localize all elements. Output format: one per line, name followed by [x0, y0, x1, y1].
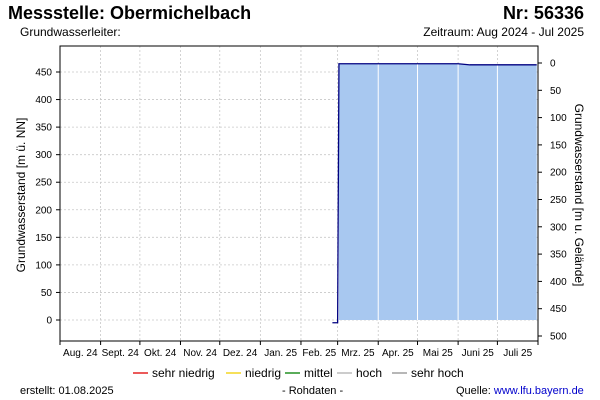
source-link[interactable]: www.lfu.bayern.de	[493, 385, 584, 397]
y-right-tick-label: 100	[550, 113, 567, 124]
y-right-tick-label: 300	[550, 222, 567, 233]
y-right-tick-label: 150	[550, 140, 567, 151]
x-tick-label: Dez. 24	[223, 348, 258, 359]
x-tick-label: Juni 25	[462, 348, 495, 359]
y-left-tick-label: 250	[35, 178, 52, 189]
series-line	[332, 63, 537, 324]
legend-label: sehr niedrig	[152, 366, 215, 380]
y-right-tick-label: 200	[550, 168, 567, 179]
y-left-tick-label: 450	[35, 68, 52, 79]
legend-label: sehr hoch	[411, 366, 464, 380]
x-tick-label: Mai 25	[423, 348, 453, 359]
legend-label: niedrig	[245, 366, 281, 380]
raw-data-note: - Rohdaten -	[282, 385, 344, 397]
y-left-tick-label: 100	[35, 260, 52, 271]
y-right-tick-label: 250	[550, 195, 567, 206]
x-tick-label: Mrz. 25	[341, 348, 375, 359]
legend-label: hoch	[356, 366, 382, 380]
station-number: Nr: 56336	[502, 3, 584, 23]
source-note: Quelle: www.lfu.bayern.de	[456, 385, 584, 397]
y-right-tick-label: 400	[550, 277, 567, 288]
x-tick-label: Nov. 24	[183, 348, 217, 359]
y-left-tick-label: 0	[46, 316, 52, 327]
y-right-tick-label: 0	[550, 59, 556, 70]
y-left-tick-label: 400	[35, 95, 52, 106]
y-right-tick-label: 350	[550, 250, 567, 261]
y-right-tick-label: 500	[550, 332, 567, 343]
x-tick-label: Feb. 25	[302, 348, 336, 359]
y-right-tick-label: 450	[550, 304, 567, 315]
y-left-tick-label: 150	[35, 233, 52, 244]
legend: sehr niedrig niedrig mittel hoch sehr hoch	[133, 366, 464, 380]
y-right-axis-title: Grundwasserstand [m u. Gelände]	[572, 104, 586, 287]
y-left-tick-label: 50	[41, 288, 53, 299]
axes: 0 50 100 150 200 250 300 350 400 450 0 50 100 150 200 2…	[14, 45, 586, 359]
y-right-tick-label: 50	[550, 86, 562, 97]
x-tick-label: Aug. 24	[63, 348, 98, 359]
x-tick-label: Apr. 25	[382, 348, 414, 359]
plot-frame	[59, 45, 539, 342]
y-left-axis-title: Grundwasserstand [m ü. NN]	[14, 118, 28, 273]
x-tick-label: Sept. 24	[102, 348, 140, 359]
chart-title: Messstelle: Obermichelbach	[8, 3, 252, 23]
x-tick-label: Okt. 24	[144, 348, 177, 359]
x-tick-label: Jan. 25	[264, 348, 297, 359]
y-left-tick-label: 200	[35, 205, 52, 216]
legend-label: mittel	[304, 366, 333, 380]
period-label: Zeitraum: Aug 2024 - Jul 2025	[423, 25, 584, 39]
source-label: Quelle:	[456, 385, 494, 397]
aquifer-label: Grundwasserleiter:	[20, 25, 121, 39]
created-date: erstellt: 01.08.2025	[20, 385, 114, 397]
series-area	[338, 63, 537, 320]
y-left-tick-label: 350	[35, 123, 52, 134]
y-left-tick-label: 300	[35, 150, 52, 161]
x-tick-label: Juli 25	[503, 348, 532, 359]
plot-area	[332, 63, 537, 324]
